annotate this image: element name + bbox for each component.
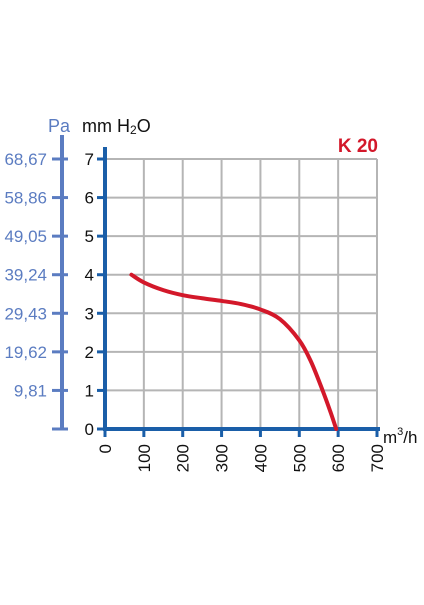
pa-tick-label: 58,86 [4,189,47,208]
y-tick-label: 0 [85,420,94,439]
pa-tick-label: 68,67 [4,150,47,169]
x-axis-label: m3/h [383,426,417,447]
x-tick-label: 300 [213,444,232,472]
y-tick-label: 3 [85,304,94,323]
chart-title: K 20 [338,136,378,157]
pa-tick-label: 49,05 [4,227,47,246]
y-tick-label: 2 [85,343,94,362]
pa-tick-label: 19,62 [4,343,47,362]
y-axis-label: mm H2O [82,116,151,137]
x-tick-label: 400 [251,444,270,472]
x-tick-label: 0 [96,444,115,453]
pa-tick-label: 29,43 [4,304,47,323]
y-tick-label: 7 [85,150,94,169]
x-tick-label: 200 [174,444,193,472]
pa-tick-label: 9,81 [14,381,47,400]
pa-tick-label: 39,24 [4,266,47,285]
x-tick-label: 500 [290,444,309,472]
y-tick-label: 4 [85,266,94,285]
y-tick-label: 1 [85,381,94,400]
x-tick-label: 600 [329,444,348,472]
pa-axis-label: Pa [48,116,71,136]
series-line [129,272,339,431]
y-tick-label: 5 [85,227,94,246]
y-tick-label: 6 [85,189,94,208]
x-tick-label: 100 [135,444,154,472]
x-tick-label: 700 [368,444,387,472]
